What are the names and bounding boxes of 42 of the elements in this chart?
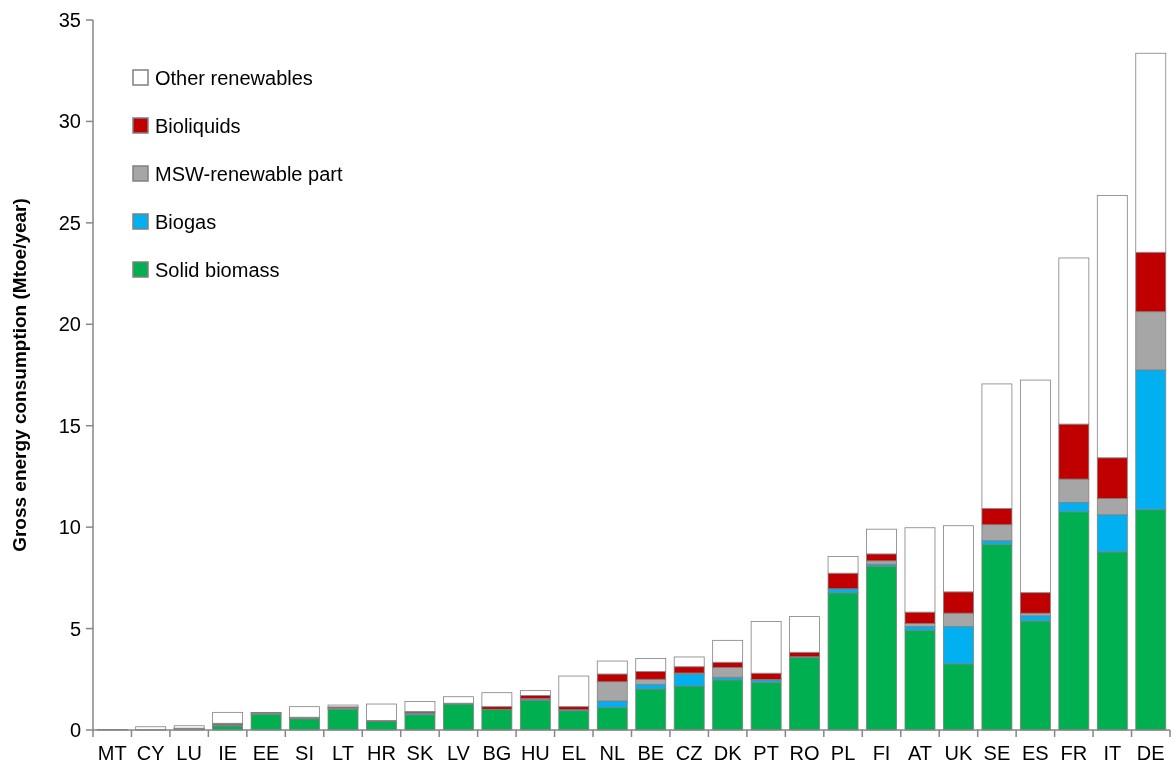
x-tick-label: PT (753, 742, 779, 764)
x-tick-label: EL (561, 742, 587, 764)
x-tick-label: FI (872, 742, 891, 764)
x-tick-label: IE (218, 742, 238, 764)
x-tick-label: LV (446, 742, 471, 764)
x-tick-label: LT (332, 742, 354, 764)
legend-label: MSW-renewable part (155, 163, 343, 185)
x-tick-label: CY (136, 742, 165, 764)
x-tick-label: PL (830, 742, 856, 764)
y-tick-label: 20 (58, 313, 81, 336)
x-tick-label: SI (295, 742, 315, 764)
y-axis-title: Gross energy consumption (Mtoe/year) (9, 198, 30, 552)
legend-label: Bioliquids (155, 115, 241, 137)
x-tick-label: RO (789, 742, 820, 764)
y-tick-label: 25 (58, 211, 81, 234)
y-tick-label: 0 (69, 719, 81, 741)
y-tick-label: 35 (58, 9, 81, 31)
x-tick-label: UK (944, 742, 973, 764)
x-tick-label: DE (1136, 742, 1165, 764)
x-tick-label: DK (713, 742, 743, 764)
x-tick-label: LU (176, 742, 202, 764)
x-tick-label: MT (97, 742, 127, 764)
x-tick-label: CZ (675, 742, 703, 764)
legend-label: Other renewables (155, 67, 313, 89)
x-tick-label: FR (1060, 742, 1088, 764)
y-tick-label: 5 (69, 617, 81, 640)
y-tick-label: 30 (58, 110, 81, 133)
x-tick-label: SK (406, 742, 434, 764)
y-tick-label: 10 (58, 516, 81, 539)
x-tick-label: ES (1022, 742, 1049, 764)
x-tick-label: EE (252, 742, 280, 764)
legend-label: Solid biomass (155, 259, 280, 281)
x-tick-label: NL (599, 742, 626, 764)
y-tick-label: 15 (58, 414, 81, 437)
x-tick-label: AT (907, 742, 933, 764)
x-tick-label: BE (637, 742, 665, 764)
x-tick-label: HU (520, 742, 550, 764)
x-tick-label: SE (983, 742, 1011, 764)
x-tick-label: BG (482, 742, 512, 764)
x-tick-label: HR (367, 742, 396, 764)
legend-label: Biogas (155, 211, 217, 233)
x-tick-label: IT (1103, 742, 1122, 764)
